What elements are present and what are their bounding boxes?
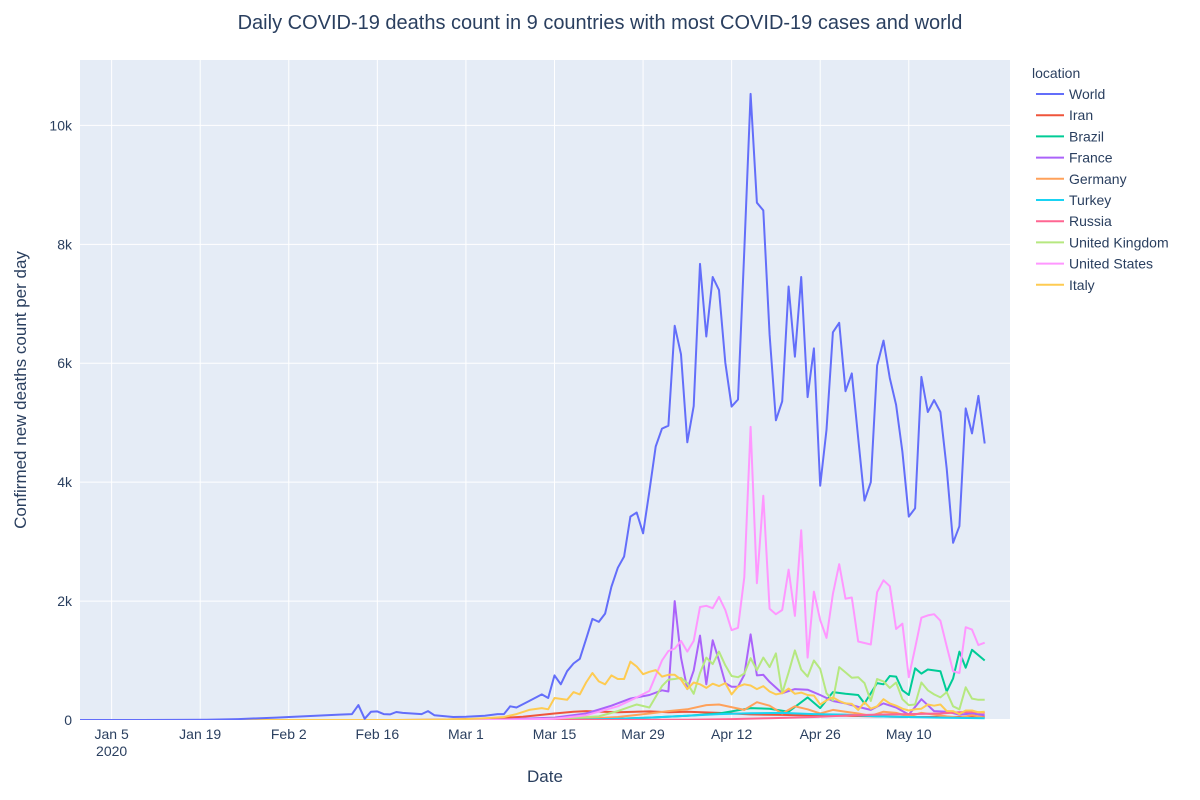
- y-tick-label: 2k: [57, 593, 73, 609]
- legend-item-label[interactable]: Italy: [1069, 277, 1095, 293]
- y-axis-ticks: 0 2k 4k 6k 8k 10k: [49, 117, 73, 728]
- legend-item-label[interactable]: United Kingdom: [1069, 234, 1169, 250]
- legend-item-label[interactable]: United States: [1069, 256, 1153, 272]
- chart-title: Daily COVID-19 deaths count in 9 countri…: [238, 12, 963, 34]
- series-line-world: [80, 92, 986, 720]
- x-tick-label: Mar 29: [621, 726, 665, 742]
- series-line-united-states: [80, 425, 986, 720]
- x-tick-label: Apr 12: [711, 726, 752, 742]
- x-tick-label: May 10: [886, 726, 932, 742]
- series-lines: [80, 92, 986, 720]
- legend-item-label[interactable]: Germany: [1069, 171, 1127, 187]
- y-tick-label: 6k: [57, 355, 73, 371]
- x-tick-label: Jan 19: [179, 726, 221, 742]
- legend-title: location: [1032, 65, 1080, 81]
- y-axis-title: Confirmed new deaths count per day: [11, 251, 30, 529]
- x-tick-label: Feb 16: [356, 726, 400, 742]
- series-line-italy: [80, 660, 985, 720]
- legend-item-label[interactable]: Russia: [1069, 213, 1112, 229]
- x-tick-label: Apr 26: [800, 726, 841, 742]
- legend-item-label[interactable]: Turkey: [1069, 192, 1111, 208]
- y-tick-label: 0: [64, 712, 72, 728]
- series-line-france: [80, 600, 985, 720]
- series-line-russia: [80, 710, 985, 720]
- legend-item-label[interactable]: Brazil: [1069, 128, 1104, 144]
- legend-item-label[interactable]: France: [1069, 150, 1113, 166]
- x-axis-title: Date: [527, 767, 563, 786]
- x-tick-label: Feb 2: [271, 726, 307, 742]
- series-line-united-kingdom: [80, 649, 985, 720]
- x-tick-year-label: 2020: [96, 743, 127, 759]
- x-tick-label: Mar 1: [448, 726, 484, 742]
- y-tick-label: 8k: [57, 236, 73, 252]
- y-tick-label: 4k: [57, 474, 73, 490]
- y-tick-label: 10k: [49, 117, 73, 133]
- legend: location World Iran Brazil France Germany Tur…: [1032, 65, 1169, 293]
- series-line-turkey: [80, 711, 985, 720]
- x-tick-label: Jan 5: [95, 726, 129, 742]
- legend-item-label[interactable]: World: [1069, 86, 1105, 102]
- plot-area: [80, 60, 1010, 720]
- legend-item-label[interactable]: Iran: [1069, 107, 1093, 123]
- x-tick-label: Mar 15: [533, 726, 577, 742]
